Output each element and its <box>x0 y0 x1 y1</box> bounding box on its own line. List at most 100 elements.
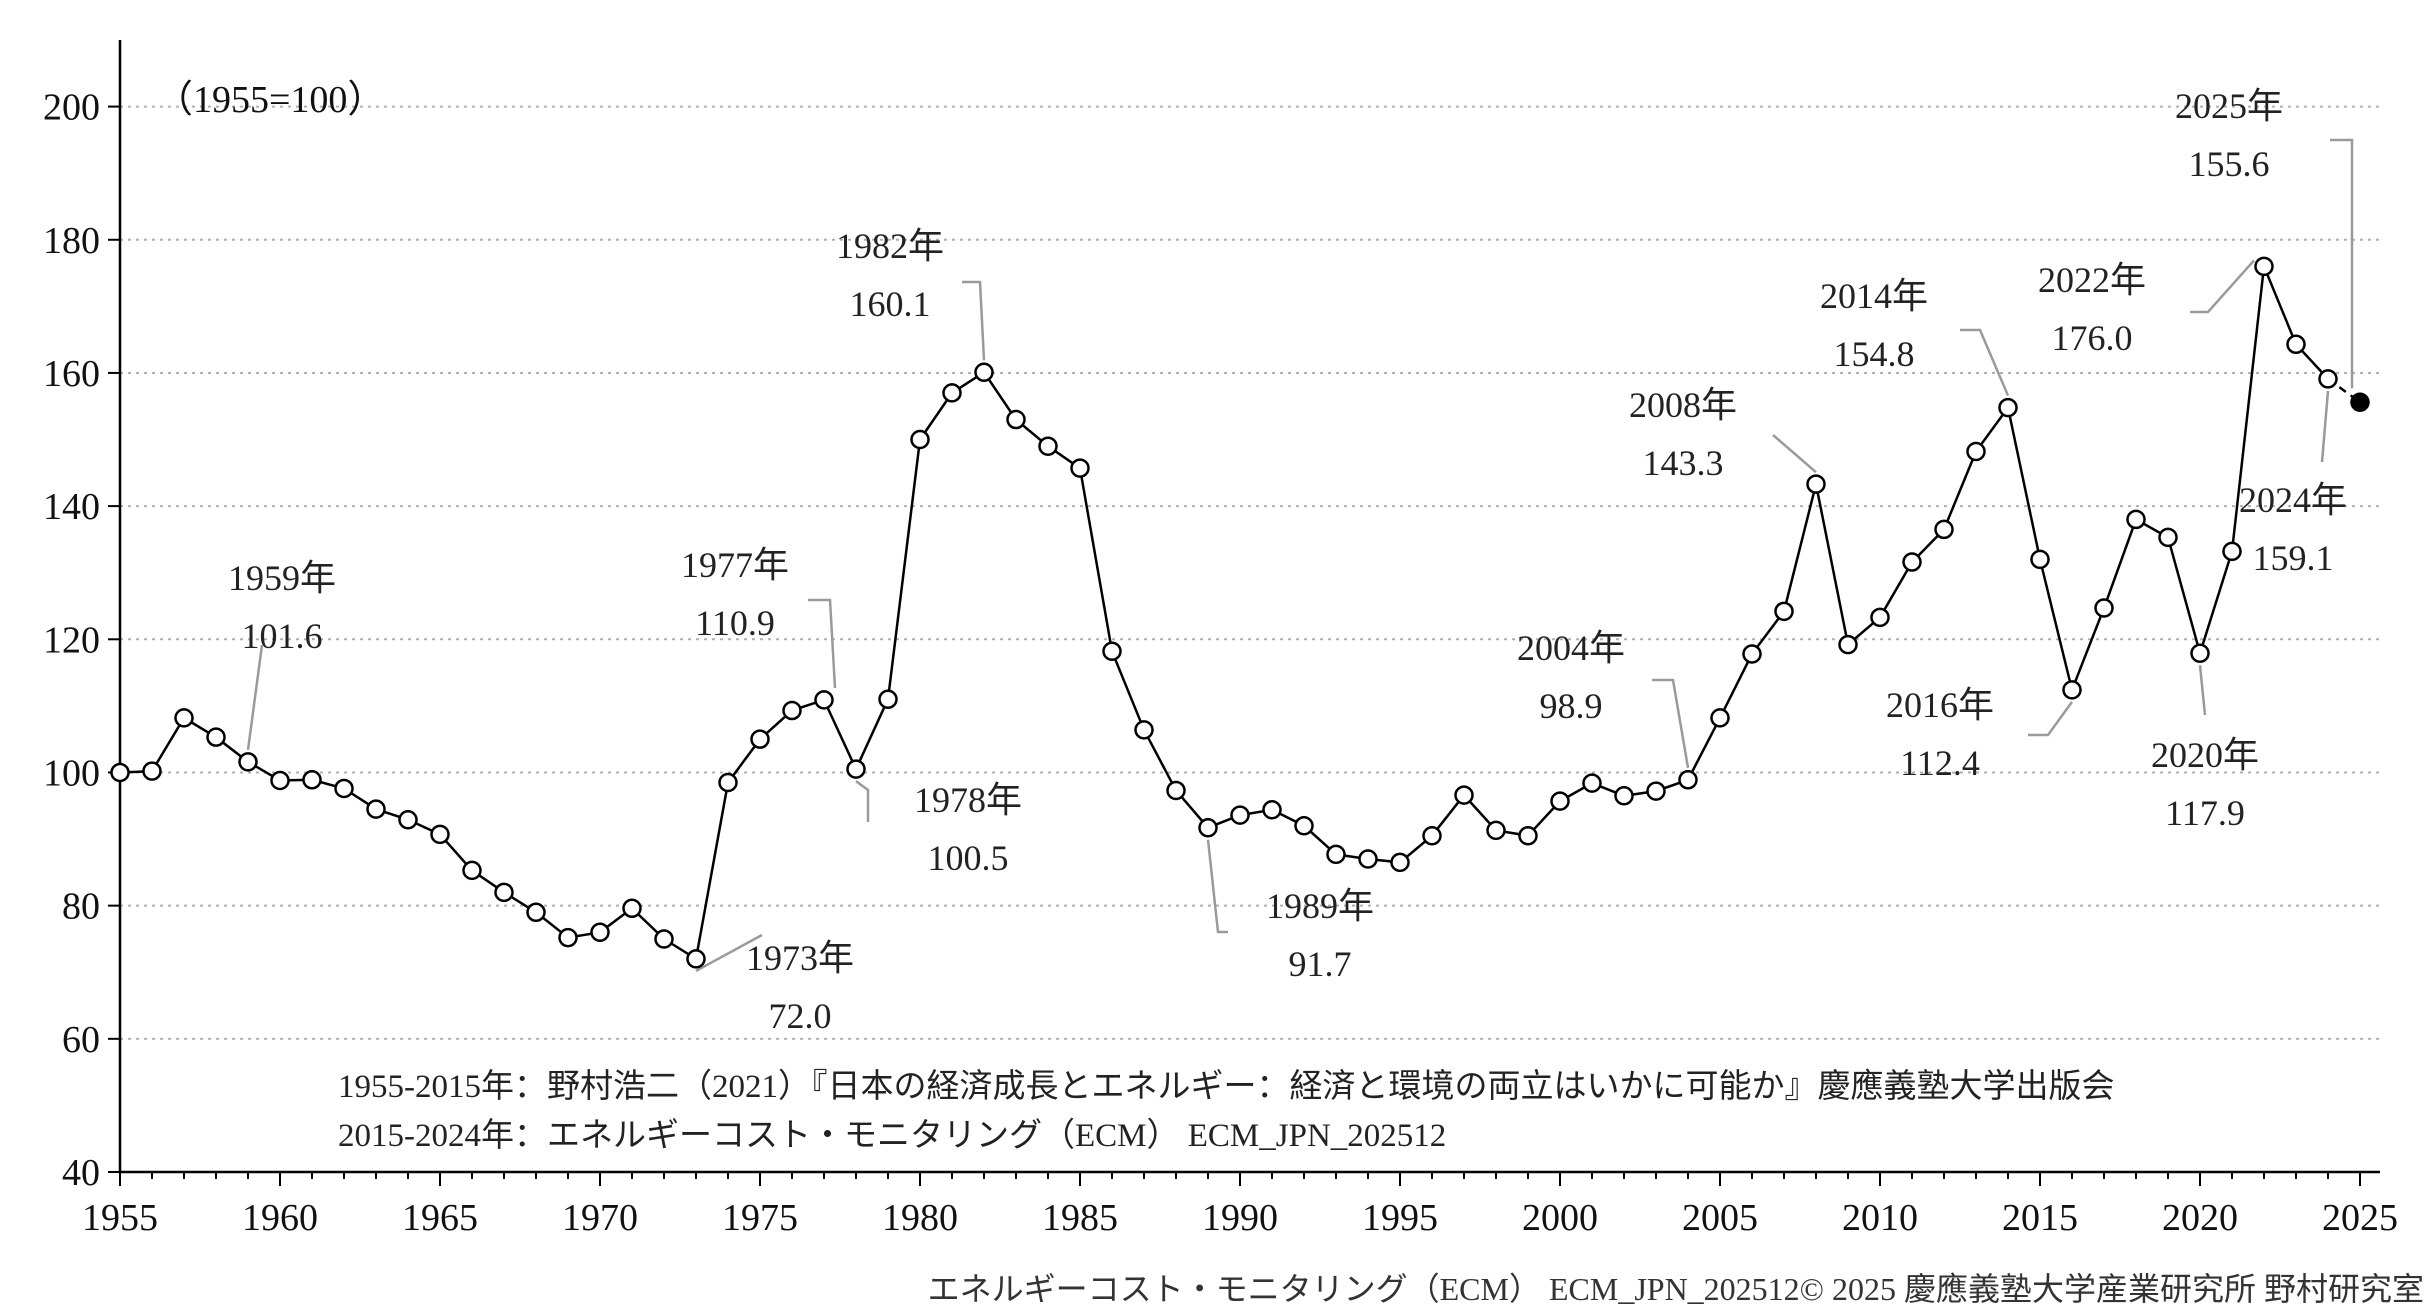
data-point <box>1742 644 1762 664</box>
data-point <box>1102 641 1122 662</box>
data-point <box>2062 680 2082 700</box>
x-tick-label: 2000 <box>1522 1197 1598 1239</box>
annotation-value-2008: 143.3 <box>1643 443 1724 483</box>
data-point <box>1390 852 1410 873</box>
data-point <box>2094 598 2114 618</box>
data-point <box>622 898 642 919</box>
data-point <box>494 882 514 903</box>
data-point <box>2254 256 2274 277</box>
leader-line-2022 <box>2190 259 2255 314</box>
x-tick-label: 1975 <box>722 1197 798 1239</box>
annotation-value-1973: 72.0 <box>769 996 832 1036</box>
data-point <box>174 708 194 728</box>
series-line <box>119 265 2329 961</box>
y-tick-label: 100 <box>43 752 100 794</box>
data-point <box>238 752 258 772</box>
data-point <box>366 799 386 819</box>
data-point <box>2318 369 2338 389</box>
annotation-year-2022: 2022年 <box>2038 260 2146 300</box>
annotation-year-2020: 2020年 <box>2151 735 2259 775</box>
annotation-year-2025: 2025年 <box>2175 86 2283 126</box>
data-point <box>2030 549 2050 570</box>
x-tick-label: 1970 <box>562 1197 638 1239</box>
annotation-year-1977: 1977年 <box>681 545 789 585</box>
x-tick-label: 1995 <box>1362 1197 1438 1239</box>
data-point <box>142 761 162 781</box>
y-tick-label: 120 <box>43 619 100 661</box>
data-point <box>1326 844 1346 865</box>
data-point <box>110 762 130 783</box>
annotation-value-2020: 117.9 <box>2165 793 2245 833</box>
annotation-value-2025: 155.6 <box>2189 144 2270 184</box>
annotation-value-2024: 159.1 <box>2253 538 2334 578</box>
data-point <box>2286 334 2306 355</box>
annotation-year-2008: 2008年 <box>1629 385 1737 425</box>
data-point <box>974 362 994 383</box>
data-point <box>558 927 578 948</box>
data-point <box>1262 800 1282 820</box>
grid-lines <box>120 105 2380 1040</box>
x-tick-label: 2005 <box>1682 1197 1758 1239</box>
x-tick-label: 2020 <box>2162 1197 2238 1239</box>
y-tick-label: 180 <box>43 220 100 262</box>
data-point <box>206 727 226 747</box>
data-point <box>302 770 322 790</box>
leader-line-2008 <box>1772 434 1817 474</box>
data-point <box>430 824 450 845</box>
annotation-labels: 1959年 101.6 1973年 72.0 1977年 110.9 1978年 100.5 1… <box>228 86 2347 1036</box>
data-point <box>1166 780 1186 801</box>
data-point <box>1358 849 1378 869</box>
leader-line-1982 <box>962 280 986 361</box>
leader-line-2014 <box>1960 328 2010 397</box>
data-point <box>718 772 738 793</box>
data-point <box>1902 552 1922 572</box>
x-tick-label: 1960 <box>242 1197 318 1239</box>
y-tick-label: 200 <box>43 87 100 129</box>
unit-note: （1955=100） <box>155 79 385 121</box>
data-point <box>1230 805 1250 825</box>
data-series <box>110 256 2370 969</box>
annotation-value-2016: 112.4 <box>1900 743 1980 783</box>
data-point <box>1550 791 1570 811</box>
annotation-value-1959: 101.6 <box>242 616 323 656</box>
x-tick-label: 1955 <box>82 1197 158 1239</box>
leader-line-2020 <box>2198 665 2207 716</box>
data-point <box>910 429 930 450</box>
data-point <box>1582 773 1602 793</box>
leader-line-2024 <box>2320 390 2330 463</box>
annotation-year-1959: 1959年 <box>228 558 336 598</box>
annotation-year-1973: 1973年 <box>746 938 854 978</box>
data-point <box>2158 527 2178 548</box>
data-point <box>1838 634 1858 655</box>
data-point <box>750 729 770 749</box>
data-point <box>1966 441 1986 462</box>
annotation-value-1978: 100.5 <box>928 838 1009 878</box>
data-point <box>1006 409 1026 430</box>
annotation-value-1977: 110.9 <box>695 603 775 643</box>
data-point <box>1678 770 1698 790</box>
annotation-value-2022: 176.0 <box>2052 318 2133 358</box>
data-point <box>462 860 482 881</box>
data-point <box>878 689 898 709</box>
data-point-estimate <box>2350 392 2370 412</box>
leader-line-2016 <box>2028 701 2074 737</box>
data-point <box>782 700 802 721</box>
annotation-year-1982: 1982年 <box>836 226 944 266</box>
leader-line-1973 <box>695 933 763 973</box>
y-tick-label: 60 <box>62 1019 100 1061</box>
data-point <box>1934 519 1954 540</box>
data-point <box>846 759 866 779</box>
annotation-leaders <box>246 138 2354 973</box>
data-point <box>1870 607 1890 628</box>
data-point <box>1710 708 1730 728</box>
source-note-1: 1955-2015年：野村浩二（2021）『日本の経済成長とエネルギー：経済と環… <box>338 1068 2115 1105</box>
data-point <box>1646 781 1666 801</box>
data-point <box>2222 541 2242 562</box>
data-point <box>1774 601 1794 622</box>
data-point <box>1070 458 1090 478</box>
x-tick-label: 2015 <box>2002 1197 2078 1239</box>
leader-line-1989 <box>1206 839 1228 934</box>
footer-credit: エネルギーコスト・モニタリング（ECM） ECM_JPN_202512© 202… <box>928 1271 2424 1305</box>
data-point <box>334 778 354 799</box>
x-tick-label: 2025 <box>2322 1197 2398 1239</box>
